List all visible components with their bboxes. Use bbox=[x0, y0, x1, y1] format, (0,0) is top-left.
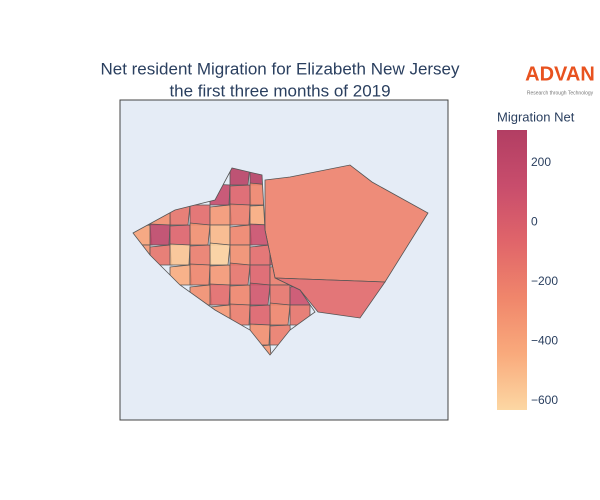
title-line: Net resident Migration for Elizabeth New… bbox=[100, 59, 460, 78]
logo: ADVAN bbox=[525, 63, 595, 85]
city-outline bbox=[132, 167, 316, 356]
colorbar-tick-label: 200 bbox=[531, 155, 551, 169]
colorbar bbox=[497, 130, 527, 410]
map-region bbox=[209, 224, 231, 246]
map-region bbox=[209, 242, 231, 266]
map-region bbox=[229, 303, 251, 326]
colorbar-tick-label: 0 bbox=[531, 215, 538, 229]
title-line: the first three months of 2019 bbox=[169, 81, 390, 100]
map-region bbox=[169, 243, 191, 266]
map-region bbox=[209, 264, 232, 286]
map-region bbox=[209, 204, 233, 226]
colorbar-tick-label: −600 bbox=[531, 393, 558, 407]
map-region bbox=[229, 184, 252, 206]
map-region bbox=[229, 244, 251, 266]
logo-tagline: Research through Technology bbox=[527, 90, 594, 96]
map-region bbox=[189, 263, 211, 286]
map-region bbox=[249, 282, 271, 306]
map-region bbox=[229, 224, 253, 246]
map-region bbox=[229, 262, 251, 286]
map-region bbox=[189, 244, 212, 266]
map-region bbox=[229, 284, 252, 306]
map-region bbox=[229, 203, 251, 226]
map-region bbox=[269, 302, 291, 326]
map-region bbox=[249, 264, 271, 286]
colorbar-title: Migration Net bbox=[497, 109, 575, 124]
map-region bbox=[189, 204, 211, 226]
map-region bbox=[149, 223, 171, 246]
map-region bbox=[269, 284, 291, 306]
map-region bbox=[189, 222, 211, 246]
map-region bbox=[249, 304, 272, 326]
colorbar-tick-label: −400 bbox=[531, 334, 558, 348]
colorbar-tick-label: −200 bbox=[531, 274, 558, 288]
map-region bbox=[209, 283, 231, 306]
map-region bbox=[169, 224, 192, 246]
